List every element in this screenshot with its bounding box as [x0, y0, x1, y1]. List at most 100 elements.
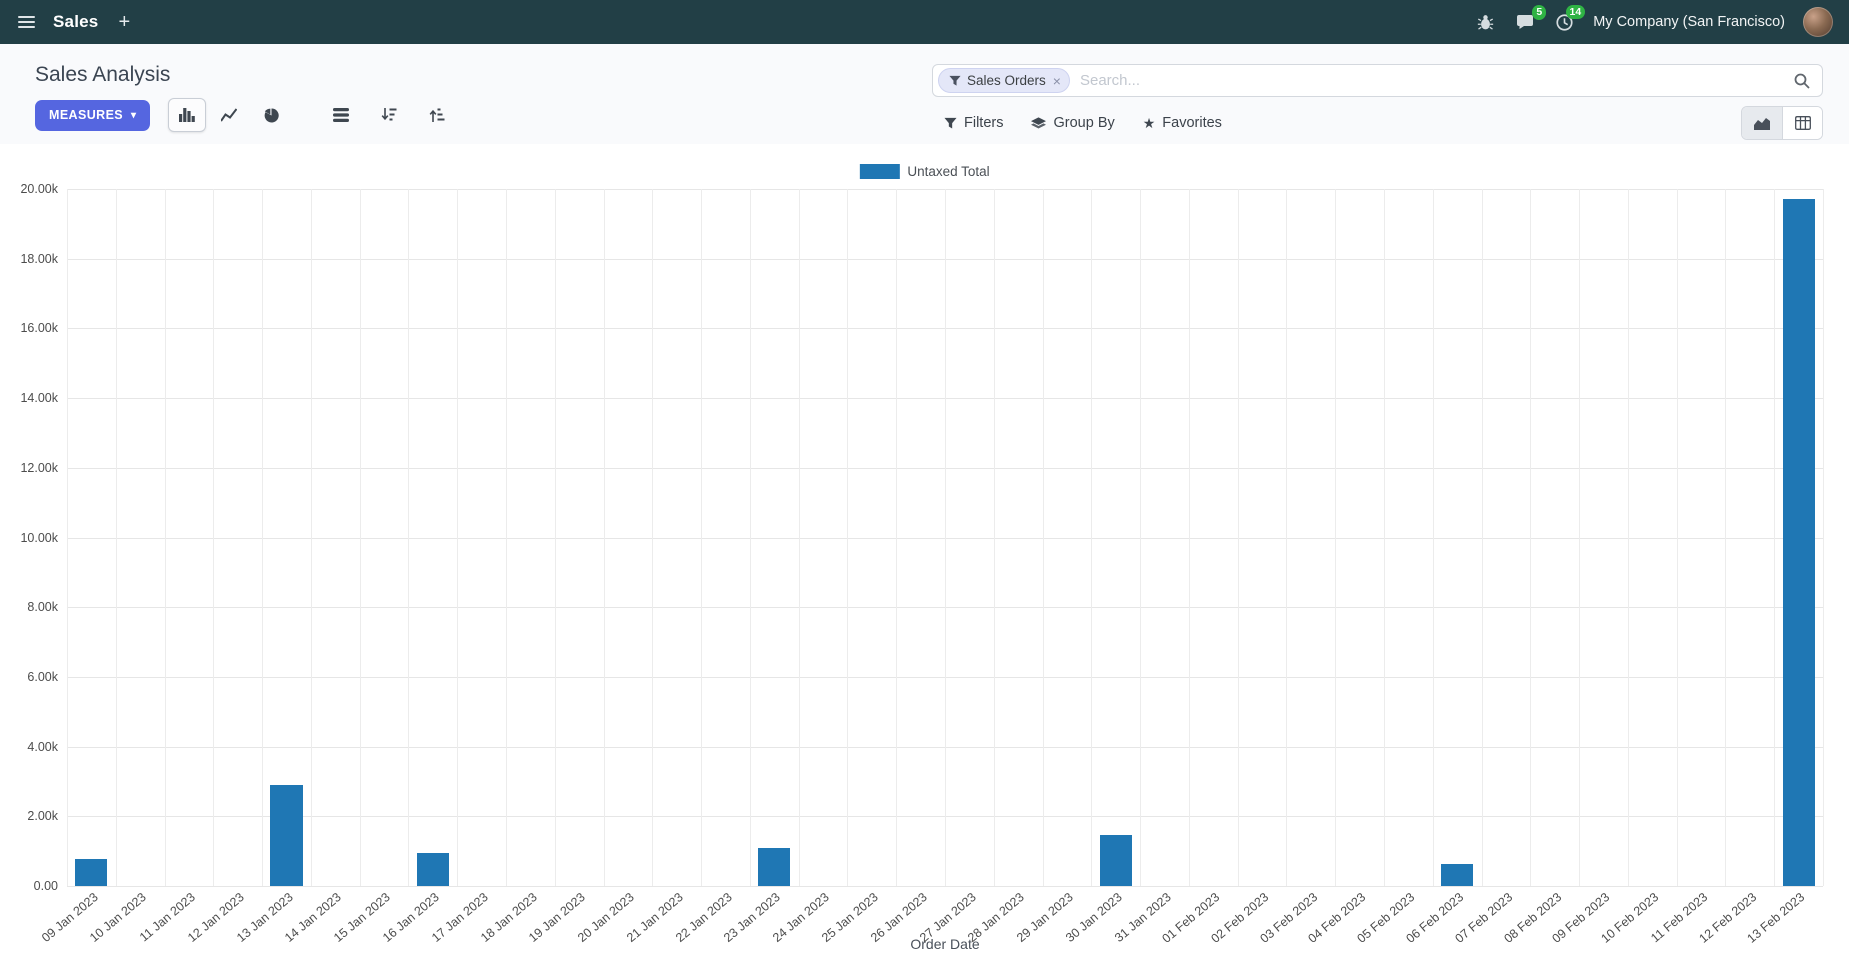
- favorites-button[interactable]: ★ Favorites: [1142, 115, 1222, 131]
- user-avatar[interactable]: [1803, 7, 1833, 37]
- activities-clock-icon[interactable]: 14: [1554, 4, 1586, 33]
- v-gridline: [115, 189, 117, 886]
- v-gridline: [652, 189, 654, 886]
- v-gridline: [1823, 189, 1824, 886]
- bar[interactable]: [270, 784, 303, 886]
- apps-menu-icon[interactable]: [16, 12, 37, 32]
- bar[interactable]: [1782, 199, 1815, 886]
- v-gridline: [701, 189, 703, 886]
- v-gridline: [896, 189, 898, 886]
- view-switcher: [1741, 106, 1823, 140]
- v-gridline: [1237, 189, 1239, 886]
- star-icon: ★: [1142, 115, 1156, 131]
- search-bar[interactable]: Sales Orders ×: [932, 64, 1823, 97]
- layers-icon: [1031, 116, 1047, 130]
- v-gridline: [1384, 189, 1385, 886]
- bar-chart-icon: [179, 108, 196, 122]
- y-axis-tick-label: 10.00k: [20, 530, 58, 545]
- v-gridline: [1774, 189, 1776, 886]
- y-axis-tick-label: 4.00k: [27, 739, 58, 754]
- messages-icon[interactable]: 5: [1514, 5, 1547, 32]
- filters-button[interactable]: Filters: [944, 115, 1003, 131]
- filter-funnel-icon: [944, 117, 957, 130]
- search-icon[interactable]: [1794, 73, 1810, 89]
- stacked-toggle-button[interactable]: [322, 98, 360, 132]
- chart-legend[interactable]: Untaxed Total: [859, 164, 990, 179]
- x-axis-title: Order Date: [910, 936, 980, 952]
- v-gridline: [1725, 189, 1727, 886]
- sort-ascending-button[interactable]: [418, 98, 456, 132]
- pie-chart-mode-button[interactable]: [252, 98, 290, 132]
- search-input[interactable]: [1069, 72, 1794, 89]
- search-options-row: Filters Group By ★ Favorites: [932, 106, 1823, 140]
- h-gridline: [67, 886, 1823, 887]
- v-gridline: [1042, 189, 1044, 886]
- y-axis-tick-label: 16.00k: [20, 321, 58, 336]
- measures-button[interactable]: MEASURES ▾: [35, 99, 151, 131]
- graph-view-button[interactable]: [1742, 107, 1782, 139]
- graph-buttons: MEASURES ▾: [35, 98, 932, 132]
- app-name[interactable]: Sales: [53, 12, 99, 31]
- line-chart-icon: [221, 108, 238, 122]
- v-gridline: [408, 189, 410, 886]
- y-axis-tick-label: 2.00k: [27, 809, 58, 824]
- y-axis-tick-label: 12.00k: [20, 460, 58, 475]
- graph-canvas: Untaxed Total 0.00 2.00k 4.00k 6.00k 8.00k 10…: [0, 144, 1849, 958]
- v-gridline: [603, 189, 605, 886]
- navbar-systray: 5 14 My Company (San Francisco): [1475, 4, 1833, 37]
- y-axis-tick-label: 8.00k: [27, 600, 58, 615]
- v-gridline: [1432, 189, 1434, 886]
- v-gridline: [1676, 189, 1678, 886]
- bar[interactable]: [1441, 864, 1474, 886]
- group-by-button[interactable]: Group By: [1031, 115, 1115, 131]
- v-gridline: [1579, 189, 1581, 886]
- bar[interactable]: [416, 852, 449, 886]
- legend-swatch: [859, 164, 900, 179]
- pivot-table-icon: [1794, 116, 1811, 130]
- v-gridline: [847, 189, 849, 886]
- v-gridline: [164, 189, 166, 886]
- company-menu[interactable]: My Company (San Francisco): [1593, 14, 1785, 30]
- filter-funnel-icon: [949, 75, 961, 87]
- top-navbar: Sales + 5 14 My Company (San Francisco): [0, 0, 1849, 44]
- v-gridline: [554, 189, 556, 886]
- sort-ascending-icon: [430, 108, 445, 122]
- pivot-view-button[interactable]: [1782, 107, 1822, 139]
- v-gridline: [1140, 189, 1142, 886]
- search-options: Filters Group By ★ Favorites: [932, 115, 1222, 131]
- v-gridline: [262, 189, 264, 886]
- v-gridline: [359, 189, 361, 886]
- stacked-icon: [333, 108, 350, 122]
- messages-count-badge: 5: [1532, 5, 1547, 20]
- v-gridline: [1091, 189, 1093, 886]
- y-axis-tick-label: 20.00k: [20, 182, 58, 196]
- y-axis-tick-label: 18.00k: [20, 251, 58, 266]
- debug-bug-icon[interactable]: [1475, 12, 1496, 33]
- sort-descending-button[interactable]: [370, 98, 408, 132]
- bar[interactable]: [758, 848, 791, 886]
- bar-chart-mode-button[interactable]: [168, 98, 207, 132]
- legend-label: Untaxed Total: [907, 164, 990, 179]
- v-gridline: [506, 189, 507, 886]
- v-gridline: [993, 189, 995, 886]
- y-axis-tick-label: 6.00k: [27, 669, 58, 684]
- area-chart-icon: [1754, 118, 1770, 130]
- bar[interactable]: [1099, 835, 1132, 886]
- v-gridline: [1286, 189, 1288, 886]
- plus-icon[interactable]: +: [114, 12, 134, 32]
- control-panel: Sales Analysis MEASURES ▾: [0, 44, 1849, 144]
- bar[interactable]: [75, 858, 108, 886]
- v-gridline: [1530, 189, 1532, 886]
- v-gridline: [1188, 189, 1190, 886]
- facet-close-icon[interactable]: ×: [1052, 72, 1061, 89]
- control-panel-right: Sales Orders × Filters: [932, 44, 1823, 144]
- search-facet[interactable]: Sales Orders ×: [938, 68, 1070, 93]
- line-chart-mode-button[interactable]: [210, 98, 248, 132]
- v-gridline: [1481, 189, 1483, 886]
- y-axis-tick-label: 0.00: [33, 879, 58, 893]
- navbar-left: Sales +: [16, 12, 134, 32]
- v-gridline: [67, 189, 68, 886]
- v-gridline: [1335, 189, 1337, 886]
- chart-type-group: [168, 98, 290, 132]
- v-gridline: [1627, 189, 1629, 886]
